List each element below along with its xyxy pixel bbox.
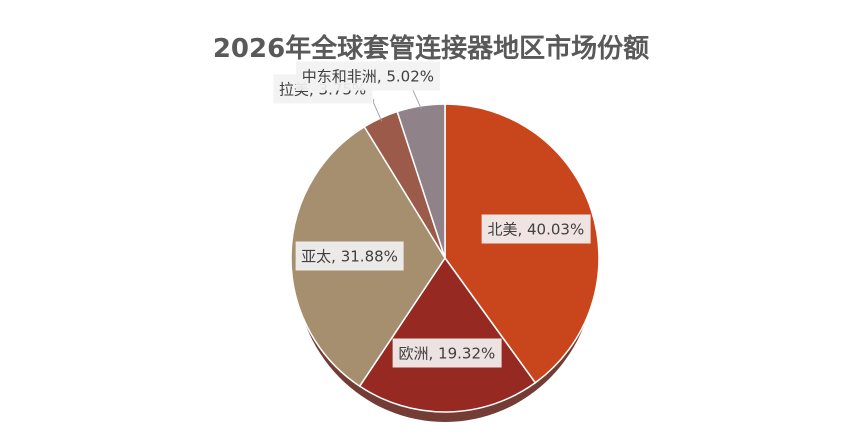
category-label: 中东和非洲 (301, 67, 377, 86)
data-label: 欧洲19.32% (392, 338, 502, 368)
category-label: 欧洲 (398, 344, 429, 363)
data-label: 亚太31.88% (295, 241, 404, 271)
chart-title: 2026年全球套管连接器地区市场份额 (212, 34, 650, 64)
value-label: 19.32% (428, 345, 495, 363)
pie-slice (444, 103, 600, 384)
pie-slice (358, 256, 537, 413)
value-label: 40.03% (517, 220, 584, 238)
data-label: 中东和非洲5.02% (295, 61, 441, 91)
category-label: 北美 (487, 220, 518, 239)
data-label: 北美40.03% (481, 214, 591, 244)
pie-slice (396, 103, 446, 259)
leader-line (373, 99, 383, 122)
value-label: 5.02% (377, 67, 434, 85)
leader-line (412, 86, 422, 110)
category-label: 亚太 (301, 247, 332, 266)
value-label: 31.88% (331, 248, 398, 266)
